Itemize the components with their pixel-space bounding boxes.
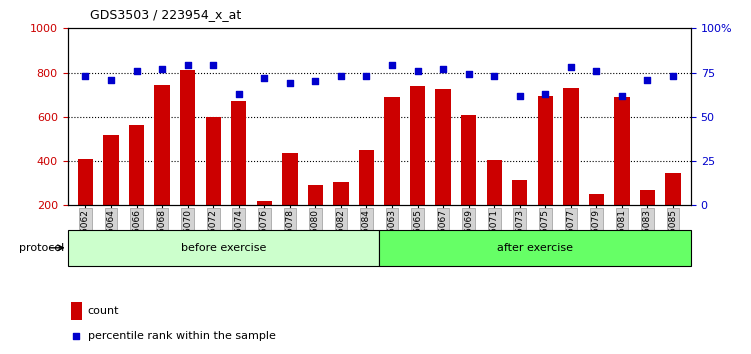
Bar (129, 125, 144, 250)
Bar (78, 159, 93, 250)
Point (463, 72, 475, 77)
Bar (640, 190, 655, 250)
Bar (333, 182, 348, 250)
Point (360, 73, 372, 79)
Point (641, 77, 653, 82)
Bar (231, 101, 246, 250)
Point (539, 91, 551, 97)
Point (616, 93, 628, 98)
Bar (410, 86, 425, 250)
Bar (282, 153, 297, 250)
Bar (538, 96, 553, 250)
Bar (379, 230, 691, 266)
Point (386, 63, 398, 68)
Bar (71, 302, 82, 320)
Bar (461, 115, 476, 250)
Bar (512, 180, 527, 250)
Text: percentile rank within the sample: percentile rank within the sample (88, 331, 276, 341)
Text: count: count (88, 306, 119, 316)
Point (105, 77, 117, 82)
Bar (359, 150, 374, 250)
Point (590, 68, 602, 74)
Bar (614, 97, 629, 250)
Point (335, 73, 347, 79)
Point (309, 79, 321, 84)
Bar (385, 97, 400, 250)
Point (284, 80, 296, 86)
Bar (308, 185, 323, 250)
Bar (563, 88, 578, 250)
Bar (206, 117, 221, 250)
Point (565, 64, 577, 70)
Point (258, 75, 270, 81)
Text: GDS3503 / 223954_x_at: GDS3503 / 223954_x_at (90, 8, 241, 21)
Point (437, 66, 449, 72)
Point (514, 93, 526, 98)
Bar (436, 89, 451, 250)
Point (182, 63, 194, 68)
Bar (104, 135, 119, 250)
Bar (257, 201, 272, 250)
Point (207, 63, 219, 68)
Point (156, 66, 168, 72)
Bar (487, 160, 502, 250)
Point (80, 73, 92, 79)
Point (412, 68, 424, 74)
Bar (665, 173, 680, 250)
Point (131, 68, 143, 74)
Point (667, 73, 679, 79)
Bar (589, 194, 604, 250)
Point (453, 220, 465, 226)
Point (233, 91, 245, 97)
Text: protocol: protocol (19, 243, 64, 253)
Bar (68, 230, 379, 266)
Bar (180, 70, 195, 250)
Text: after exercise: after exercise (497, 243, 573, 253)
Point (488, 73, 500, 79)
Bar (155, 85, 170, 250)
Text: before exercise: before exercise (181, 243, 266, 253)
